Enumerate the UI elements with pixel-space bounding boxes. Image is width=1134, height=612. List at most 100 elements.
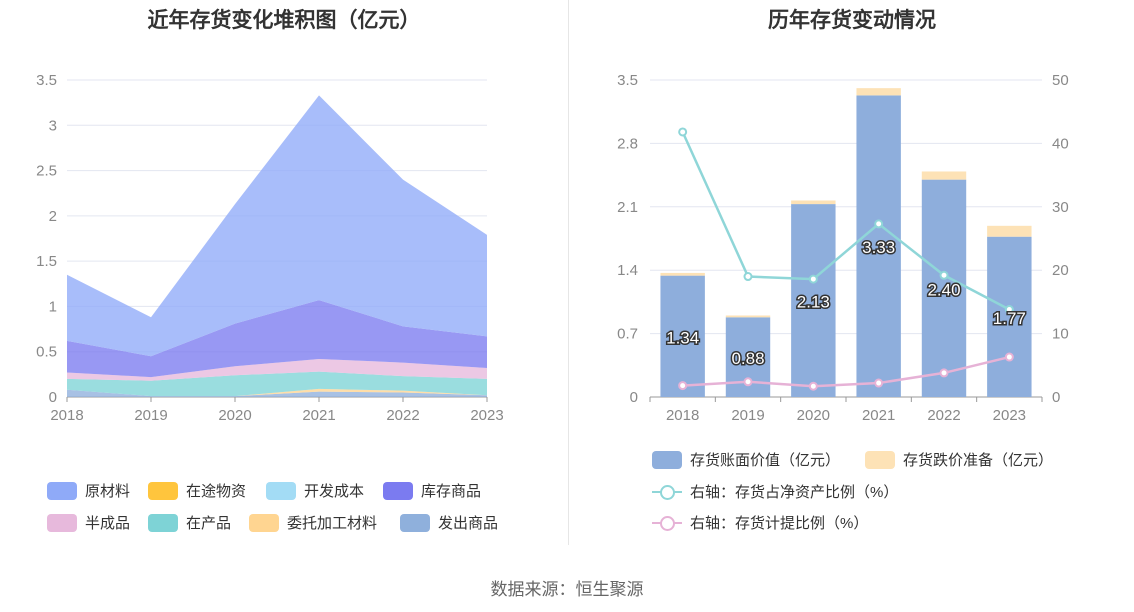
x-tick-label: 2019 xyxy=(134,407,167,424)
legend-item[interactable]: 在途物资 xyxy=(148,480,246,501)
legend-line-swatch xyxy=(652,514,682,532)
bar-impairment xyxy=(660,272,705,276)
line-point xyxy=(939,270,949,280)
y2-tick-label: 50 xyxy=(1052,72,1069,89)
area-series-在产品 xyxy=(67,371,487,397)
legend-swatch xyxy=(47,513,77,532)
legend-item[interactable]: 右轴：存货占净资产比例（%） xyxy=(652,481,898,502)
bar-carrying-value xyxy=(660,275,705,397)
area-series-发出商品 xyxy=(67,389,487,397)
line-point xyxy=(808,274,818,284)
legend-label: 原材料 xyxy=(85,483,131,500)
line-series-1 xyxy=(682,355,1010,388)
line-series-0 xyxy=(681,131,1010,311)
bar-impairment xyxy=(856,88,901,96)
y-tick-label: 0.5 xyxy=(36,344,57,361)
legend-item[interactable]: 委托加工材料 xyxy=(249,512,377,533)
panel-divider xyxy=(568,0,569,545)
legend-label: 在产品 xyxy=(186,515,232,532)
y2-tick-label: 30 xyxy=(1052,199,1069,216)
y2-tick-label: 10 xyxy=(1052,326,1069,343)
line-point xyxy=(939,368,949,378)
y-tick-label: 1.5 xyxy=(36,253,57,270)
legend-item[interactable]: 存货账面价值（亿元） xyxy=(652,449,840,470)
x-tick-label: 2020 xyxy=(797,407,830,424)
y-tick-label: 1 xyxy=(49,298,57,315)
area-series-原材料 xyxy=(67,95,487,357)
y-tick-label: 0 xyxy=(49,389,57,406)
data-source-label: 数据来源：恒生聚源 xyxy=(490,580,644,599)
y-tick-label: 2.8 xyxy=(617,135,638,152)
legend-label: 右轴：存货计提比例（%） xyxy=(690,515,869,532)
y-tick-label: 3.5 xyxy=(36,72,57,89)
x-tick-label: 2022 xyxy=(386,407,419,424)
bar-line-chart: 0 0.7 1.4 2.1 2.8 3.5 0 10 20 30 40 50 2018 2019 2020 2… xyxy=(617,72,1069,424)
legend-swatch xyxy=(652,450,682,469)
legend-item[interactable]: 原材料 xyxy=(47,480,130,501)
y-tick-label: 0.7 xyxy=(617,326,638,343)
bar-impairment xyxy=(791,200,836,205)
line-point xyxy=(1004,305,1014,315)
legend-label: 右轴：存货占净资产比例（%） xyxy=(690,484,899,501)
legend-item[interactable]: 在产品 xyxy=(148,512,231,533)
x-tick-label: 2019 xyxy=(731,407,764,424)
line-point xyxy=(874,219,884,229)
legend-label: 存货账面价值（亿元） xyxy=(690,452,841,469)
y2-tick-label: 0 xyxy=(1052,389,1060,406)
x-tick-label: 2018 xyxy=(666,407,699,424)
legend-label: 发出商品 xyxy=(438,515,499,532)
legend-label: 开发成本 xyxy=(304,483,365,500)
bar-line-chart-panel: 历年存货变动情况 0 0.7 1.4 2.1 2.8 3.5 0 10 20 30 40 50 2018… xyxy=(570,0,1134,545)
y-tick-label: 2 xyxy=(49,208,57,225)
bar-impairment xyxy=(725,315,771,318)
line-point xyxy=(1004,352,1014,362)
bar-carrying-value xyxy=(921,179,967,397)
x-tick-label: 2021 xyxy=(862,407,895,424)
x-tick-label: 2021 xyxy=(302,407,335,424)
line-point xyxy=(678,127,688,137)
bar-carrying-value xyxy=(791,204,836,397)
right-chart-title: 历年存货变动情况 xyxy=(768,9,936,32)
legend-label: 存货跌价准备（亿元） xyxy=(903,452,1054,469)
bar-impairment xyxy=(987,225,1032,237)
legend-item[interactable]: 半成品 xyxy=(47,512,130,533)
x-tick-label: 2023 xyxy=(470,407,503,424)
bar-carrying-value xyxy=(987,236,1032,397)
left-chart-title: 近年存货变化堆积图（亿元） xyxy=(147,9,421,32)
line-point xyxy=(874,378,884,388)
bar-data-label: 3.33 xyxy=(862,238,895,257)
y-tick-label: 0 xyxy=(630,389,638,406)
legend-swatch xyxy=(865,450,895,469)
y2-tick-label: 20 xyxy=(1052,262,1069,279)
legend-swatch xyxy=(148,513,178,532)
legend-swatch xyxy=(383,481,413,500)
legend-swatch xyxy=(249,513,279,532)
area-series-半成品 xyxy=(67,358,487,381)
left-legend: 原材料 在途物资 开发成本 库存商品半成品 在产品 委托加工材料 发出商品 xyxy=(0,0,568,545)
x-tick-label: 2022 xyxy=(927,407,960,424)
legend-item[interactable]: 开发成本 xyxy=(266,480,364,501)
legend-item[interactable]: 右轴：存货计提比例（%） xyxy=(652,512,868,533)
stacked-area-chart: 0 0.5 1 1.5 2 2.5 3 3.5 2018 2019 2020 2021 2022 2023 xyxy=(36,72,504,424)
legend-item[interactable]: 存货跌价准备（亿元） xyxy=(865,449,1053,470)
legend-line-swatch xyxy=(652,483,682,501)
x-tick-label: 2020 xyxy=(218,407,251,424)
bar-data-label: 1.77 xyxy=(993,309,1026,328)
y-tick-label: 3.5 xyxy=(617,72,638,89)
legend-item[interactable]: 发出商品 xyxy=(400,512,498,533)
legend-swatch xyxy=(148,481,178,500)
line-point xyxy=(743,272,753,282)
line-point xyxy=(808,381,818,391)
bar-data-label: 0.88 xyxy=(731,349,764,368)
bar-impairment xyxy=(921,171,967,180)
legend-label: 委托加工材料 xyxy=(287,515,378,532)
y-tick-label: 2.1 xyxy=(617,199,638,216)
bar-data-label: 1.34 xyxy=(666,328,699,347)
legend-item[interactable]: 库存商品 xyxy=(383,480,481,501)
bar-data-label: 2.40 xyxy=(927,280,960,299)
area-series-库存商品 xyxy=(67,300,487,378)
legend-label: 库存商品 xyxy=(421,483,482,500)
legend-label: 半成品 xyxy=(85,515,131,532)
x-tick-label: 2018 xyxy=(50,407,83,424)
legend-swatch xyxy=(47,481,77,500)
